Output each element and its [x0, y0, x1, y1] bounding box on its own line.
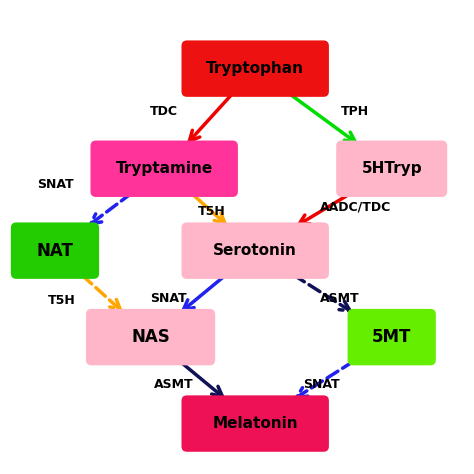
FancyBboxPatch shape [182, 40, 329, 97]
FancyBboxPatch shape [11, 222, 99, 279]
Text: SNAT: SNAT [36, 178, 73, 191]
Text: TPH: TPH [341, 105, 369, 118]
Text: ASMT: ASMT [154, 378, 193, 392]
Text: T5H: T5H [48, 294, 76, 307]
FancyBboxPatch shape [182, 222, 329, 279]
Text: SNAT: SNAT [150, 292, 187, 305]
FancyBboxPatch shape [347, 309, 436, 365]
Text: Serotonin: Serotonin [213, 243, 297, 258]
Text: NAS: NAS [131, 328, 170, 346]
Text: Tryptophan: Tryptophan [206, 61, 304, 76]
Text: TDC: TDC [150, 105, 178, 118]
Text: T5H: T5H [198, 205, 226, 219]
Text: Melatonin: Melatonin [212, 416, 298, 431]
FancyBboxPatch shape [182, 395, 329, 452]
Text: 5MT: 5MT [372, 328, 411, 346]
Text: NAT: NAT [36, 242, 73, 260]
FancyBboxPatch shape [86, 309, 215, 365]
FancyBboxPatch shape [91, 140, 238, 197]
Text: 5HTryp: 5HTryp [361, 161, 422, 176]
FancyBboxPatch shape [336, 140, 447, 197]
Text: ASMT: ASMT [319, 292, 359, 305]
Text: Tryptamine: Tryptamine [116, 161, 213, 176]
Text: SNAT: SNAT [303, 378, 339, 392]
Text: AADC/TDC: AADC/TDC [319, 201, 391, 214]
